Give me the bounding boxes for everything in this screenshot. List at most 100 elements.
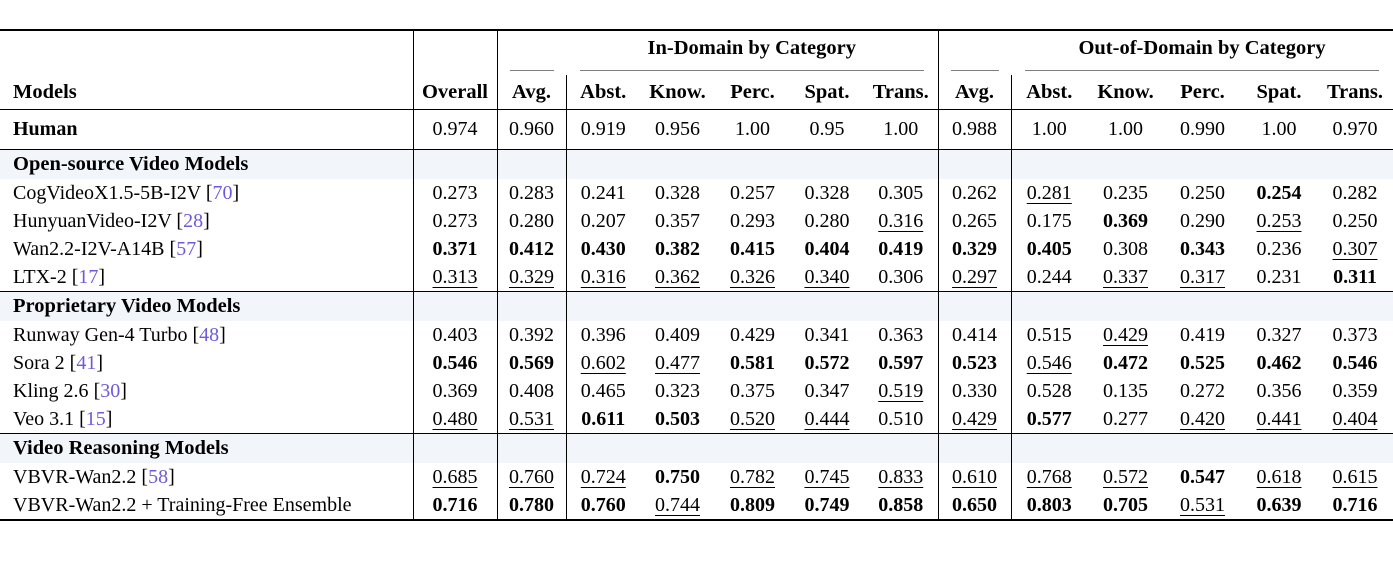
score-cell: 0.135 [1087, 377, 1164, 405]
citation-link[interactable]: 70 [212, 181, 233, 204]
score-cell: 0.749 [790, 491, 864, 520]
score-value: 0.749 [804, 493, 850, 516]
score-cell: 1.00 [864, 110, 938, 150]
score-value: 0.236 [1256, 237, 1302, 260]
col-header-avg-out-domain: Avg. [937, 75, 1012, 110]
citation-link[interactable]: 15 [85, 407, 106, 430]
score-value: 0.809 [730, 493, 775, 516]
citation-link[interactable]: 57 [176, 237, 197, 260]
score-value: 1.00 [1261, 118, 1297, 141]
score-value: 0.760 [509, 465, 554, 488]
score-value: 0.974 [432, 118, 478, 141]
score-cell: 0.716 [412, 491, 497, 520]
score-value: 0.408 [509, 379, 554, 402]
score-value: 0.262 [952, 181, 998, 204]
score-value: 0.347 [804, 379, 850, 402]
score-cell: 0.833 [864, 463, 938, 491]
citation-link[interactable]: 28 [183, 209, 204, 232]
score-value: 0.382 [655, 237, 700, 260]
score-value: 0.519 [878, 379, 924, 402]
score-cell: 0.546 [412, 349, 497, 377]
section-spacer-cell [937, 433, 1012, 463]
score-cell: 0.244 [1010, 263, 1088, 292]
citation-link[interactable]: 58 [148, 465, 169, 488]
score-cell: 0.316 [565, 263, 640, 292]
score-value: 0.412 [509, 237, 554, 260]
section-spacer-cell [715, 291, 790, 321]
score-value: 0.956 [655, 118, 700, 141]
score-value: 0.356 [1256, 379, 1302, 402]
score-value: 0.462 [1256, 351, 1302, 374]
score-cell: 0.337 [1087, 263, 1164, 292]
model-name: Runway Gen-4 Turbo [13, 323, 188, 346]
score-cell: 0.313 [412, 263, 497, 292]
section-spacer-cell [1010, 291, 1088, 321]
model-name: CogVideoX1.5-5B-I2V [13, 181, 201, 204]
score-cell: 0.970 [1317, 110, 1393, 150]
score-cell: 0.430 [565, 235, 640, 263]
human-row: Human 0.974 0.960 0.919 0.956 1.00 0.95 1.00 0.9… [0, 109, 1393, 150]
section-spacer-cell [1317, 291, 1393, 321]
section-spacer-cell [1164, 433, 1242, 463]
score-value: 0.430 [580, 237, 626, 260]
score-cell: 0.515 [1010, 321, 1088, 349]
section-spacer-cell [1087, 149, 1165, 179]
score-value: 0.988 [952, 118, 998, 141]
score-cell: 0.988 [937, 109, 1012, 150]
column-header-row: Models Overall Avg. Abst. Know. Perc. Sp… [0, 75, 1393, 110]
score-value: 1.00 [735, 118, 770, 141]
score-cell: 0.329 [496, 263, 566, 292]
score-value: 0.277 [1103, 407, 1149, 430]
score-value: 0.375 [730, 379, 775, 402]
col-header-spat-in-domain: Spat. [790, 75, 864, 110]
citation-link[interactable]: 30 [100, 379, 121, 402]
score-cell: 0.444 [790, 405, 864, 434]
section-spacer-cell [1241, 433, 1318, 463]
score-value: 0.280 [509, 209, 554, 232]
score-value: 0.95 [809, 118, 845, 141]
table-row: LTX-2 [17] 0.313 0.329 0.316 0.362 0.326 0.340… [0, 263, 1393, 292]
score-cell: 0.280 [790, 207, 864, 235]
score-cell: 0.403 [412, 321, 497, 349]
score-cell: 0.419 [1164, 321, 1241, 349]
section-title: Proprietary Video Models [13, 295, 241, 318]
score-value: 0.357 [655, 209, 700, 232]
score-value: 0.257 [730, 181, 775, 204]
score-value: 0.135 [1103, 379, 1149, 402]
section-spacer-cell [1241, 291, 1318, 321]
section-spacer-cell [496, 291, 566, 321]
score-cell: 0.311 [1317, 263, 1393, 292]
section-spacer-cell [565, 291, 640, 321]
score-cell: 0.241 [565, 179, 640, 207]
score-cell: 0.510 [864, 405, 938, 434]
section-spacer-cell [1317, 149, 1393, 179]
score-cell: 0.359 [1317, 377, 1393, 405]
score-value: 0.960 [509, 118, 554, 141]
score-value: 0.369 [1103, 209, 1149, 232]
score-cell: 0.265 [937, 207, 1012, 235]
score-cell: 0.724 [565, 463, 640, 491]
score-value: 0.546 [1332, 351, 1378, 374]
score-cell: 0.329 [937, 235, 1012, 263]
score-cell: 0.577 [1010, 405, 1088, 434]
score-value: 0.480 [432, 407, 478, 430]
score-cell: 0.465 [565, 377, 640, 405]
model-name: LTX-2 [13, 265, 67, 288]
score-cell: 0.750 [640, 463, 715, 491]
section-spacer-cell [790, 291, 864, 321]
score-cell: 0.231 [1241, 263, 1317, 292]
score-value: 0.241 [580, 181, 626, 204]
citation-link[interactable]: 48 [199, 323, 220, 346]
score-cell: 0.281 [1010, 179, 1088, 207]
section-spacer-cell [412, 291, 497, 321]
score-value: 0.392 [509, 323, 554, 346]
score-value: 0.337 [1103, 265, 1149, 288]
score-cell: 0.373 [1317, 321, 1393, 349]
score-value: 0.615 [1332, 465, 1378, 488]
score-value: 0.803 [1026, 493, 1072, 516]
score-cell: 0.415 [715, 235, 790, 263]
citation-link[interactable]: 17 [78, 265, 99, 288]
citation-link[interactable]: 41 [76, 351, 97, 374]
model-name: HunyuanVideo-I2V [13, 209, 172, 232]
score-value: 0.317 [1180, 265, 1226, 288]
